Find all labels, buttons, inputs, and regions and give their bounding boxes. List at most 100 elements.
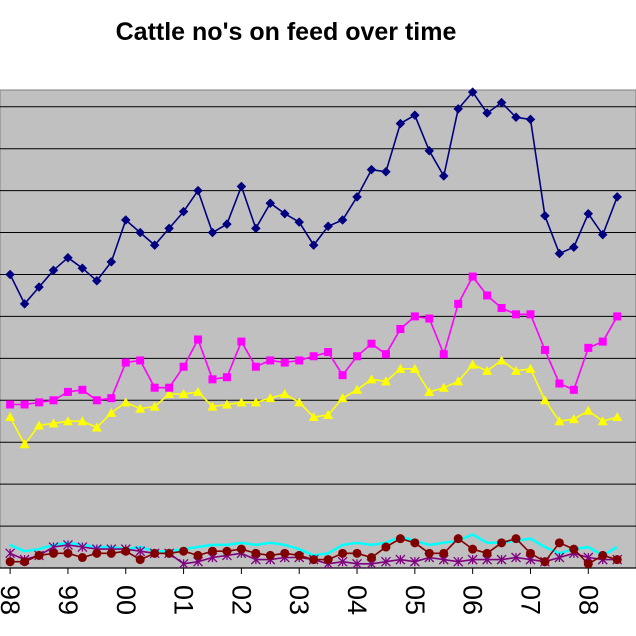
series-2-point xyxy=(569,385,578,394)
series-5-point xyxy=(20,557,30,567)
series-5-point xyxy=(48,548,58,558)
series-1-point xyxy=(279,208,290,219)
series-6-point xyxy=(395,554,406,565)
series-3-point xyxy=(149,401,160,411)
series-5-point xyxy=(554,538,564,548)
series-3-point xyxy=(77,416,88,426)
series-1-point xyxy=(482,108,492,118)
series-5-point xyxy=(121,546,131,556)
series-6-point xyxy=(77,542,88,552)
series-2-point xyxy=(107,394,116,403)
series-3-point xyxy=(207,401,218,411)
series-3-point xyxy=(366,374,377,384)
series-1-point xyxy=(164,223,174,234)
series-1-point xyxy=(554,248,565,259)
series-5-point xyxy=(482,548,492,558)
series-3-point xyxy=(164,388,175,398)
series-3-point xyxy=(453,376,464,386)
series-5-point xyxy=(439,548,449,558)
series-3-point xyxy=(525,363,536,373)
series-1-point xyxy=(48,265,59,276)
series-5-point xyxy=(77,553,87,563)
series-3-point xyxy=(554,416,565,426)
series-6-point xyxy=(496,554,507,565)
series-6-point xyxy=(352,558,362,569)
series-5-point xyxy=(63,548,73,558)
series-5-point xyxy=(323,555,333,565)
series-6-point xyxy=(467,554,478,565)
series-1-point xyxy=(34,282,44,292)
series-3-point xyxy=(19,439,30,449)
series-2-point xyxy=(497,304,506,313)
series-2-point xyxy=(309,352,318,361)
series-2-point xyxy=(555,379,564,388)
series-2-point xyxy=(396,325,405,333)
series-5-point xyxy=(598,550,608,560)
series-3-point xyxy=(323,409,334,419)
series-2-point xyxy=(468,272,477,281)
series-5-point xyxy=(540,557,550,567)
series-3-point xyxy=(221,399,232,409)
series-3-point xyxy=(438,382,449,392)
series-1-point xyxy=(250,223,261,234)
series-3-point xyxy=(5,412,16,422)
series-1-point xyxy=(381,166,391,177)
series-5-point xyxy=(395,534,405,544)
series-1-point xyxy=(178,206,189,217)
series-1-point xyxy=(149,240,160,250)
series-5-point xyxy=(366,553,376,563)
series-6-point xyxy=(380,556,391,567)
series-1-point xyxy=(366,164,377,175)
series-2-point xyxy=(381,350,390,359)
series-2-point xyxy=(613,312,622,321)
series-1-point xyxy=(467,87,478,97)
series-2-point xyxy=(20,400,29,409)
series-2-point xyxy=(35,398,44,407)
series-2-point xyxy=(179,362,188,371)
series-5-point xyxy=(612,555,622,565)
series-3-point xyxy=(496,355,507,365)
series-3-point xyxy=(250,397,261,407)
series-5-point xyxy=(150,548,160,558)
series-6-point xyxy=(178,558,189,569)
series-2-point xyxy=(425,314,434,323)
series-5-point xyxy=(280,548,290,558)
series-5-point xyxy=(265,550,275,560)
series-2-point xyxy=(78,385,87,394)
series-2-point xyxy=(324,348,333,357)
series-5-point xyxy=(468,544,478,554)
series-1-point xyxy=(308,240,319,250)
series-3-point xyxy=(380,376,391,386)
series-5-point xyxy=(193,550,203,560)
x-tick-label: 04 xyxy=(342,585,372,615)
series-1-point xyxy=(193,185,203,196)
series-5-point xyxy=(34,550,44,560)
x-tick-label: 05 xyxy=(400,585,430,615)
series-5-point xyxy=(352,548,362,558)
series-2-point xyxy=(194,335,203,344)
series-5-point xyxy=(497,538,507,548)
series-1-point xyxy=(337,215,348,225)
series-1-point xyxy=(323,221,333,232)
series-2-point xyxy=(121,358,130,367)
x-tick-label: 07 xyxy=(515,585,545,615)
series-5-point xyxy=(207,546,217,556)
series-1-point xyxy=(19,298,30,309)
series-2-point xyxy=(526,310,535,319)
series-5-point xyxy=(294,550,304,560)
series-3-point xyxy=(352,384,363,394)
series-2-point xyxy=(150,383,159,392)
series-1-point xyxy=(207,227,218,238)
series-2-point xyxy=(280,358,289,367)
series-2-point xyxy=(92,396,101,405)
series-2-point xyxy=(6,400,15,409)
series-1-point xyxy=(120,215,131,225)
series-3-point xyxy=(424,386,435,396)
series-2-point xyxy=(410,312,419,321)
series-3-point xyxy=(193,386,204,396)
series-1-point xyxy=(91,275,102,286)
series-2-point xyxy=(136,356,145,365)
series-6-point xyxy=(62,539,73,550)
series-1-point xyxy=(265,198,276,209)
x-tick-label: 99 xyxy=(53,585,83,615)
